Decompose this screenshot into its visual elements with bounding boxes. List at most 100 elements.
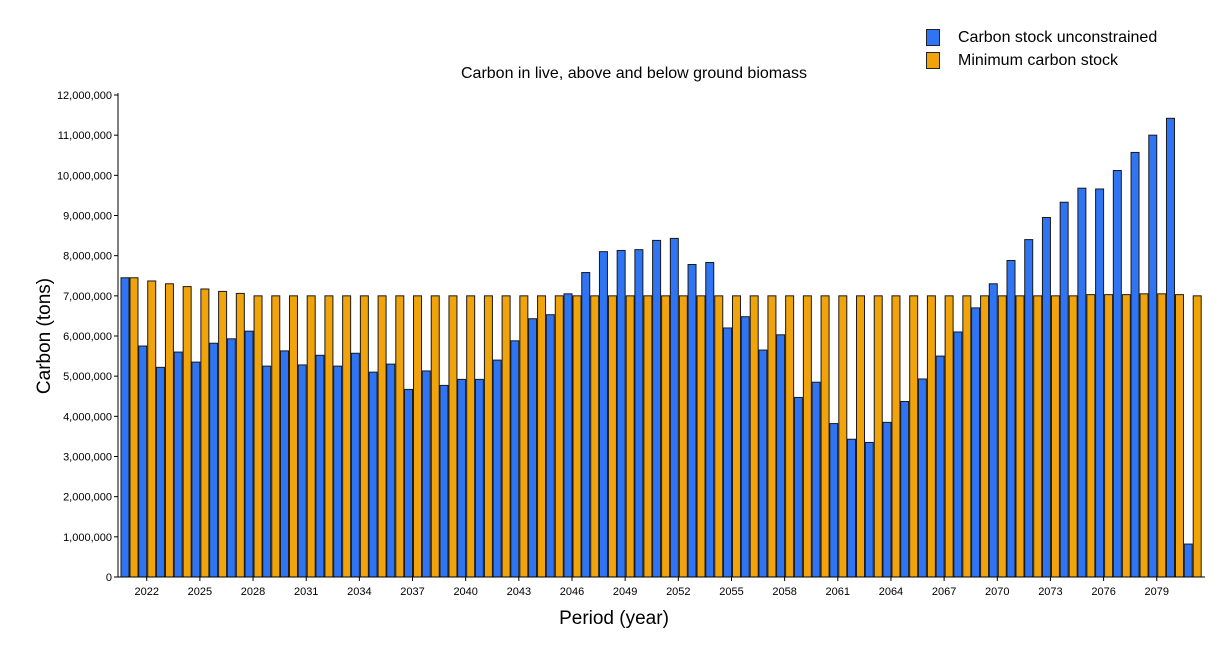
bar-minimum: [661, 295, 671, 578]
bar-minimum: [802, 295, 812, 578]
bar-unconstrained: [386, 363, 396, 578]
bar-minimum: [1174, 294, 1184, 578]
legend: Carbon stock unconstrained Minimum carbo…: [926, 26, 1157, 72]
bar-minimum: [1050, 295, 1060, 578]
bar-unconstrained: [528, 318, 538, 578]
bar-minimum: [413, 295, 423, 578]
bar-unconstrained: [510, 340, 520, 578]
bar-minimum: [944, 295, 954, 578]
bar-unconstrained: [598, 251, 608, 578]
bar-unconstrained: [421, 370, 431, 578]
bar-unconstrained: [740, 316, 750, 578]
y-tick-label: 7,000,000: [63, 291, 112, 303]
bar-minimum: [1086, 294, 1096, 578]
bar-unconstrained: [1006, 259, 1016, 578]
bar-minimum: [519, 295, 529, 578]
bar-minimum: [306, 295, 316, 578]
bar-unconstrained: [368, 371, 378, 578]
x-axis-label: Period (year): [559, 608, 669, 629]
bar-unconstrained: [616, 249, 626, 578]
bar-minimum: [253, 295, 263, 578]
bar-minimum: [1192, 295, 1202, 578]
bar-unconstrained: [882, 421, 892, 578]
bar-minimum: [714, 295, 724, 578]
x-tick-label: 2046: [560, 586, 584, 598]
bar-minimum: [696, 295, 706, 578]
bar-unconstrained: [1077, 187, 1087, 578]
bar-unconstrained: [279, 350, 289, 578]
x-tick-label: 2043: [507, 586, 531, 598]
bar-minimum: [1068, 295, 1078, 578]
bar-minimum: [625, 295, 635, 578]
x-tick-label: 2079: [1145, 586, 1169, 598]
bar-unconstrained: [722, 327, 732, 578]
bar-unconstrained: [155, 366, 165, 578]
bar-unconstrained: [492, 359, 502, 578]
bar-unconstrained: [1130, 151, 1140, 578]
legend-label: Carbon stock unconstrained: [958, 28, 1158, 46]
bar-unconstrained: [793, 396, 803, 578]
bar-unconstrained: [457, 378, 467, 578]
legend-swatch-blue: [926, 29, 940, 46]
bar-unconstrained: [1024, 239, 1034, 578]
bar-minimum: [767, 295, 777, 578]
y-tick-label: 4,000,000: [63, 411, 112, 423]
bar-minimum: [554, 295, 564, 578]
bar-minimum: [1139, 293, 1149, 578]
bar-unconstrained: [1059, 201, 1069, 578]
bar-unconstrained: [1165, 117, 1175, 578]
bar-unconstrained: [191, 361, 201, 578]
bar-unconstrained: [226, 338, 236, 578]
x-tick-label: 2022: [134, 586, 158, 598]
bar-minimum: [856, 295, 866, 578]
bar-unconstrained: [262, 365, 272, 578]
bar-minimum: [129, 277, 139, 578]
bar-minimum: [731, 295, 741, 578]
bar-unconstrained: [1041, 217, 1051, 578]
x-tick-label: 2064: [879, 586, 903, 598]
x-tick-label: 2073: [1038, 586, 1062, 598]
bar-unconstrained: [474, 378, 484, 578]
y-tick-label: 8,000,000: [63, 251, 112, 263]
bar-minimum: [1015, 295, 1025, 578]
bar-minimum: [430, 295, 440, 578]
bar-minimum: [182, 286, 192, 578]
bar-minimum: [466, 295, 476, 578]
bar-unconstrained: [917, 378, 927, 578]
bar-unconstrained: [333, 365, 343, 578]
bar-unconstrained: [864, 441, 874, 578]
bar-minimum: [1121, 294, 1131, 578]
bar-minimum: [448, 295, 458, 578]
bar-unconstrained: [244, 330, 254, 578]
bar-minimum: [749, 295, 759, 578]
bar-minimum: [288, 295, 298, 578]
bar-unconstrained: [705, 261, 715, 578]
y-tick-label: 9,000,000: [63, 211, 112, 223]
bar-unconstrained: [669, 237, 679, 578]
bar-minimum: [218, 290, 228, 578]
legend-item-unconstrained: Carbon stock unconstrained: [926, 26, 1157, 49]
bar-unconstrained: [1112, 170, 1122, 578]
legend-label: Minimum carbon stock: [958, 51, 1119, 69]
bar-unconstrained: [404, 388, 414, 578]
x-tick-label: 2067: [932, 586, 956, 598]
y-tick-label: 3,000,000: [63, 452, 112, 464]
bar-unconstrained: [439, 384, 449, 578]
bar-minimum: [271, 295, 281, 578]
bar-minimum: [324, 295, 334, 578]
bar-unconstrained: [1095, 188, 1105, 578]
y-tick-label: 10,000,000: [57, 170, 112, 182]
bar-minimum: [909, 295, 919, 578]
bar-minimum: [962, 295, 972, 578]
bar-unconstrained: [652, 239, 662, 578]
bar-minimum: [1157, 293, 1167, 578]
x-tick-label: 2040: [453, 586, 477, 598]
bar-minimum: [643, 295, 653, 578]
x-tick-label: 2058: [772, 586, 796, 598]
y-tick-label: 12,000,000: [57, 90, 112, 102]
bar-minimum: [359, 295, 369, 578]
x-tick-label: 2028: [241, 586, 265, 598]
bar-minimum: [820, 295, 830, 578]
x-tick-label: 2055: [719, 586, 743, 598]
